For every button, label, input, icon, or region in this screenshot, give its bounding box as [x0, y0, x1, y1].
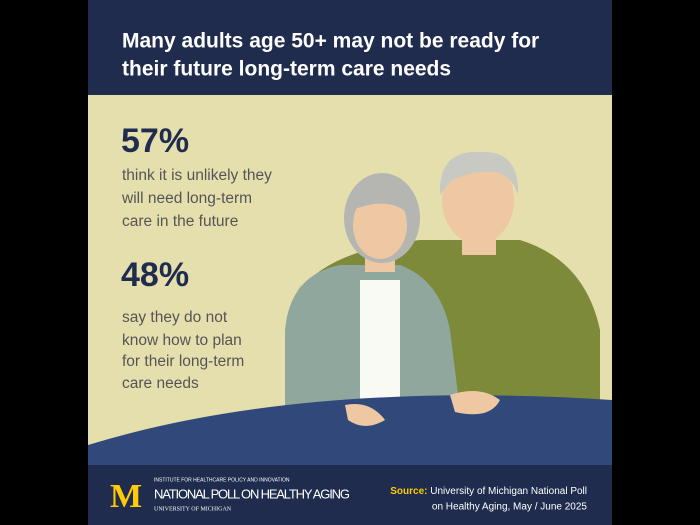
footer-band [88, 465, 612, 525]
source-label: Source: [390, 486, 427, 497]
university: UNIVERSITY OF MICHIGAN [154, 506, 232, 512]
poll-name: NATIONAL POLL ON HEALTHY AGING [154, 486, 350, 501]
stat-figure: 48% [121, 256, 189, 294]
stat-text: say they do not [122, 309, 228, 326]
source: Source: University of Michigan National … [390, 486, 587, 497]
stat: 48% say they do not know how to plan for… [121, 256, 244, 392]
title-line: their future long-term care needs [122, 58, 451, 81]
illustration [88, 151, 612, 465]
title-line: Many adults age 50+ may not be ready for [122, 30, 539, 53]
stat-text: think it is unlikely they [122, 167, 272, 184]
stat-text: for their long-term [122, 353, 244, 370]
stat-text: care needs [122, 375, 199, 392]
stat-text: know how to plan [122, 332, 242, 349]
stat-text: will need long-term [121, 190, 252, 207]
footer: M INSTITUTE FOR HEALTHCARE POLICY AND IN… [110, 477, 587, 514]
title: Many adults age 50+ may not be ready for… [122, 30, 539, 81]
stat-figure: 57% [121, 122, 189, 160]
source-text: on Healthy Aging, May / June 2025 [432, 502, 588, 513]
stat: 57% think it is unlikely they will need … [121, 122, 272, 230]
stat-text: care in the future [122, 213, 238, 230]
logo: M [110, 478, 142, 515]
source-text: University of Michigan National Poll [430, 486, 587, 497]
header-band [88, 0, 612, 95]
institute: INSTITUTE FOR HEALTHCARE POLICY AND INNO… [154, 477, 290, 483]
